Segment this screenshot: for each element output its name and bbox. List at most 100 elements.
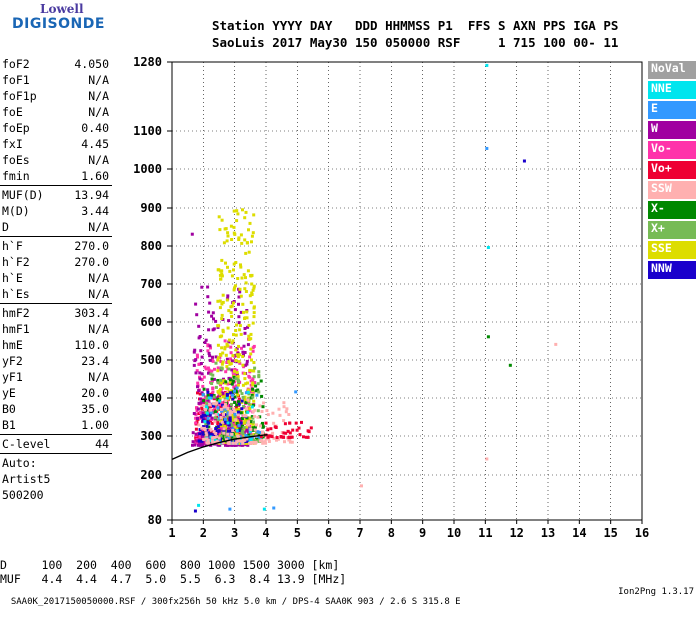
echo-point (211, 359, 215, 363)
echo-point (219, 269, 223, 273)
echo-point (234, 333, 238, 337)
source-info: SAA0K_2017150050000.RSF / 300fx256h 50 k… (10, 597, 461, 607)
echo-point (230, 274, 234, 278)
echo-point (202, 416, 206, 420)
echo-point (235, 372, 239, 376)
echo-point (202, 399, 206, 403)
echo-point (217, 436, 221, 440)
echo-point (244, 391, 248, 395)
echo-point (198, 392, 202, 396)
param-label: h`F2 (2, 255, 30, 269)
echo-point (235, 371, 239, 375)
echo-point (201, 432, 205, 436)
echo-point (220, 317, 224, 321)
echo-point (246, 388, 250, 392)
echo-point (209, 372, 213, 376)
echo-point (250, 415, 254, 419)
echo-point (229, 351, 233, 355)
echo-point (205, 401, 209, 405)
echo-point (251, 321, 255, 325)
echo-point (486, 246, 490, 249)
echo-point (219, 366, 223, 370)
param-label: foF1 (2, 73, 30, 87)
x-tick-label: 2 (200, 526, 207, 540)
echo-point (243, 331, 247, 335)
header-values: SaoLuis 2017 May30 150 050000 RSF 1 715 … (212, 35, 619, 50)
echo-point (228, 418, 232, 422)
echo-point (267, 437, 271, 441)
echo-point (224, 443, 227, 447)
echo-point (231, 441, 235, 445)
echo-point (192, 412, 196, 415)
echo-point (226, 326, 230, 330)
echo-point (206, 349, 210, 353)
auto-info-line: Auto: (2, 456, 37, 470)
echo-point (244, 281, 248, 285)
echo-point (245, 425, 249, 429)
echo-point (247, 228, 250, 232)
echo-point (201, 443, 205, 447)
echo-point (216, 299, 220, 303)
echo-point (246, 325, 250, 329)
param-value: N/A (88, 73, 109, 87)
echo-point (224, 386, 228, 390)
echo-point (241, 302, 245, 306)
echo-point (226, 231, 230, 235)
echo-point (226, 387, 230, 391)
echo-point (246, 269, 250, 273)
legend-entry: SSW (648, 181, 696, 199)
echo-point (197, 439, 201, 443)
echo-point (235, 386, 239, 390)
echo-point (206, 295, 210, 299)
echo-point (218, 395, 221, 399)
echo-point (291, 428, 295, 432)
echo-point (198, 371, 202, 375)
muf-value-row: MUF 4.4 4.4 4.7 5.0 5.5 6.3 8.4 13.9 [MH… (0, 572, 347, 586)
echo-point (306, 429, 310, 433)
echo-point (220, 258, 224, 262)
echo-point (225, 396, 229, 400)
param-row: C-level 44 (0, 436, 112, 452)
echo-point (228, 507, 232, 511)
echo-point (206, 393, 210, 397)
echo-point (284, 431, 288, 435)
echo-point (229, 421, 233, 425)
echo-point (227, 309, 231, 313)
echo-point (196, 385, 199, 389)
param-value: 1.00 (81, 418, 109, 432)
echo-point (230, 416, 234, 420)
echo-point (230, 238, 234, 241)
echo-point (200, 441, 204, 445)
echo-point (213, 437, 217, 441)
echo-point (201, 384, 205, 388)
echo-point (209, 394, 213, 397)
echo-point (200, 415, 204, 419)
echo-point (219, 435, 223, 438)
echo-point (227, 338, 231, 342)
echo-point (284, 410, 288, 414)
echo-point (237, 344, 240, 348)
echo-point (235, 209, 239, 213)
echo-point (195, 353, 199, 357)
echo-point (225, 239, 229, 243)
echo-point (282, 419, 286, 423)
echo-point (198, 429, 202, 433)
echo-point (223, 339, 227, 343)
echo-point (255, 423, 258, 427)
echo-point (222, 395, 225, 399)
param-row: foEs N/A (0, 152, 112, 168)
echo-point (247, 401, 251, 405)
param-label: yF2 (2, 354, 23, 368)
echo-point (244, 420, 248, 424)
muf-table: D 100 200 400 600 800 1000 1500 3000 [km… (0, 558, 346, 586)
param-row: foF1 N/A (0, 72, 112, 88)
echo-point (287, 438, 291, 442)
param-value: 13.94 (74, 188, 109, 202)
echo-point (216, 366, 220, 370)
echo-point (272, 506, 276, 510)
echo-point (203, 428, 207, 431)
echo-point (243, 372, 247, 376)
echo-point (211, 439, 214, 443)
y-tick-label: 300 (140, 429, 162, 443)
echo-point (254, 384, 258, 388)
